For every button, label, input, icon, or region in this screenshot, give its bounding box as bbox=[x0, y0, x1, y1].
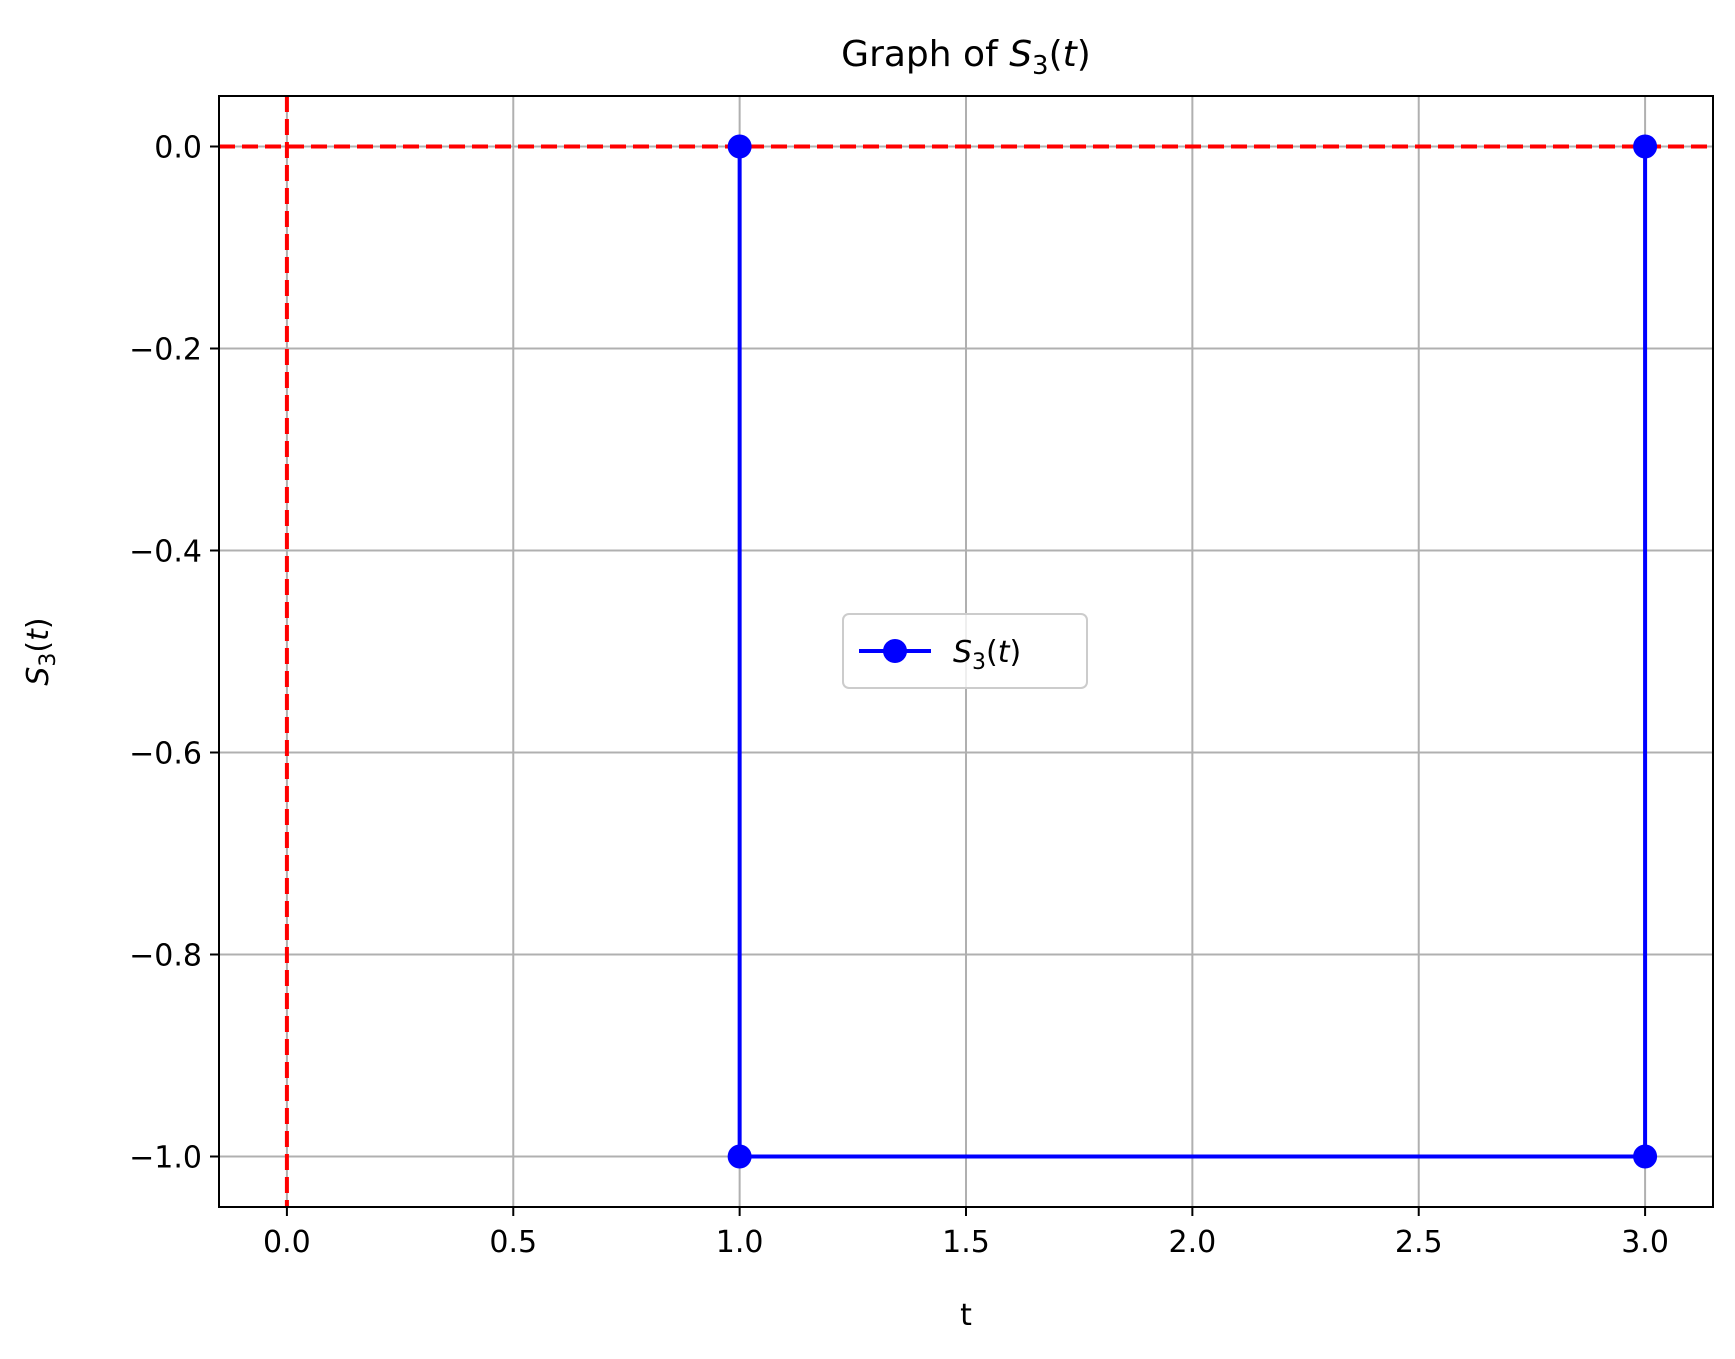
y-tick-label: −1.0 bbox=[129, 1141, 202, 1176]
x-tick-label: 0.0 bbox=[263, 1225, 311, 1260]
legend-box bbox=[842, 613, 1088, 689]
series bbox=[727, 134, 1658, 1169]
x-axis-label: t bbox=[960, 1298, 972, 1333]
x-tick-label: 1.5 bbox=[942, 1225, 990, 1260]
data-point bbox=[727, 134, 752, 159]
x-tick-label: 3.0 bbox=[1621, 1225, 1669, 1260]
y-tick-label: 0.0 bbox=[154, 131, 202, 166]
x-tick-label: 2.0 bbox=[1169, 1225, 1217, 1260]
legend-marker-swatch bbox=[883, 639, 907, 663]
y-tick-label: −0.2 bbox=[129, 333, 202, 368]
series-line bbox=[737, 146, 1648, 1159]
chart-title: Graph of S3(t) bbox=[841, 34, 1091, 81]
data-point bbox=[1633, 1144, 1658, 1169]
ticks: 0.0 0.5 1.0 1.5 2.0 2.5 3.0 0.0 −0.2 −0.4 −0.6 −0.8… bbox=[129, 131, 1669, 1261]
y-tick-label: −0.6 bbox=[129, 737, 202, 772]
reference-lines bbox=[219, 96, 1713, 1207]
data-point bbox=[1633, 134, 1658, 159]
x-tick-label: 2.5 bbox=[1395, 1225, 1443, 1260]
y-tick-label: −0.4 bbox=[129, 535, 202, 570]
data-point bbox=[727, 1144, 752, 1169]
y-axis-label: S3(t) bbox=[21, 617, 61, 685]
x-tick-label: 1.0 bbox=[716, 1225, 764, 1260]
x-tick-label: 0.5 bbox=[489, 1225, 537, 1260]
legend: S3(t) bbox=[842, 613, 1088, 689]
legend-label: S3(t) bbox=[953, 635, 1021, 675]
y-tick-label: −0.8 bbox=[129, 939, 202, 974]
